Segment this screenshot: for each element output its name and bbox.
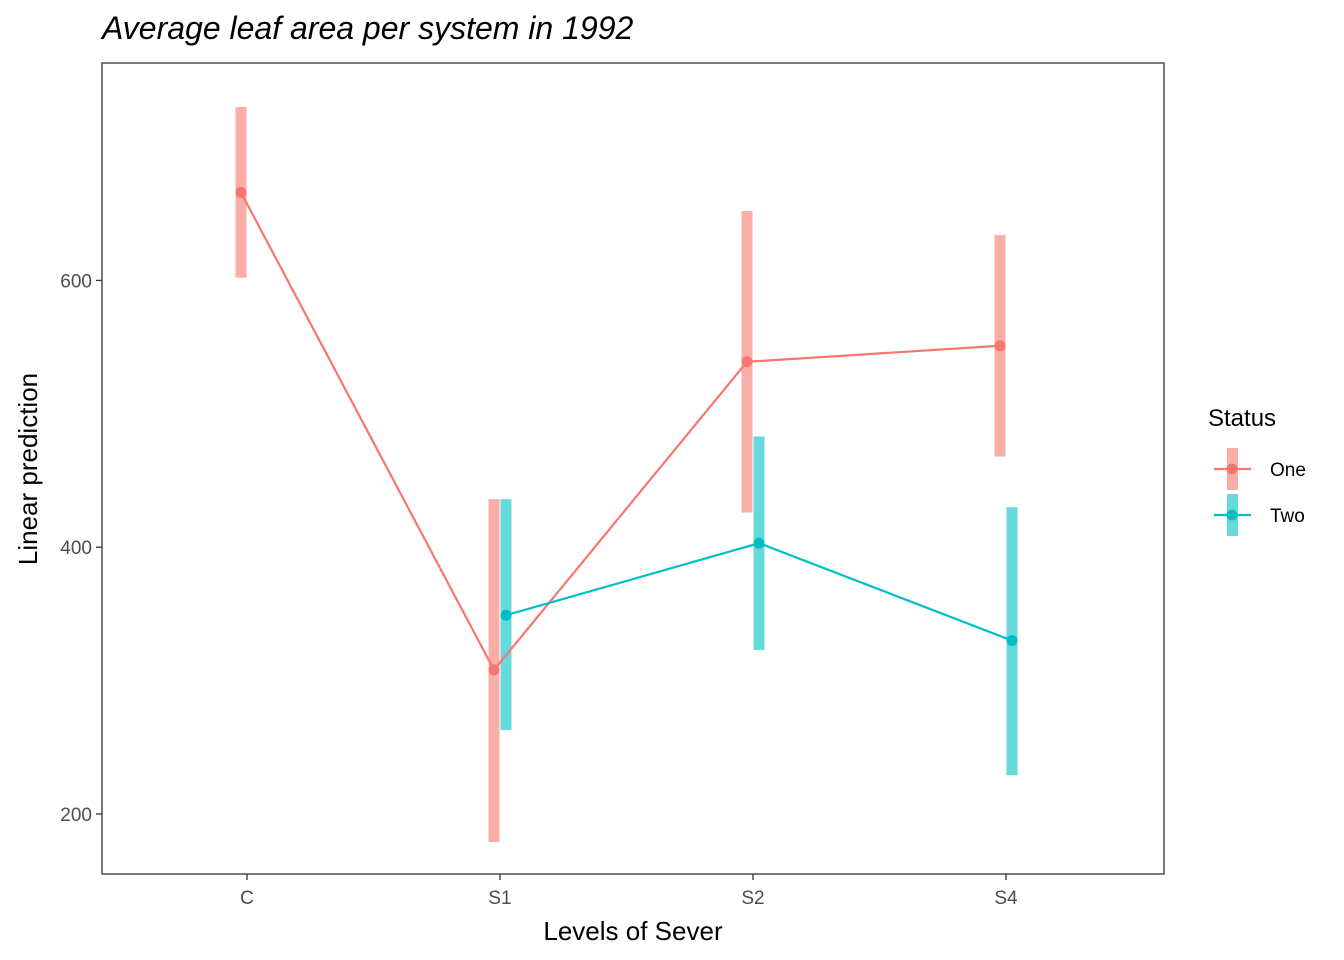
series-line-one (240, 191, 1001, 672)
chart-title: Average leaf area per system in 1992 (100, 10, 633, 46)
point-one-s2 (741, 356, 753, 368)
legend-label-one: One (1270, 460, 1306, 481)
y-tick-label-600: 600 (60, 271, 92, 292)
point-one-c (235, 186, 247, 198)
point-two-s1 (500, 609, 512, 621)
y-tick-label-400: 400 (60, 538, 92, 559)
y-axis-title: Linear prediction (13, 373, 43, 565)
x-axis-title: Levels of Sever (543, 916, 723, 946)
x-tick-label-S1: S1 (488, 888, 511, 909)
legend-point-key-one (1226, 463, 1238, 475)
legend-label-two: Two (1270, 506, 1305, 527)
y-tick-label-200: 200 (60, 805, 92, 826)
plot-layer (235, 107, 1018, 842)
point-one-s1 (488, 664, 500, 676)
legend-title: Status (1208, 405, 1276, 432)
point-one-s4 (994, 340, 1006, 352)
legend: Status One Two (1208, 405, 1306, 536)
x-tick-label-S2: S2 (741, 888, 764, 909)
axis-layer: 200 400 600 C S1 S2 S4 (60, 271, 1018, 909)
plot-panel (101, 62, 1165, 875)
point-two-s4 (1006, 635, 1018, 647)
legend-point-key-two (1226, 509, 1238, 521)
x-tick-label-C: C (240, 888, 254, 909)
x-tick-label-S4: S4 (994, 888, 1018, 909)
point-two-s2 (753, 537, 765, 549)
